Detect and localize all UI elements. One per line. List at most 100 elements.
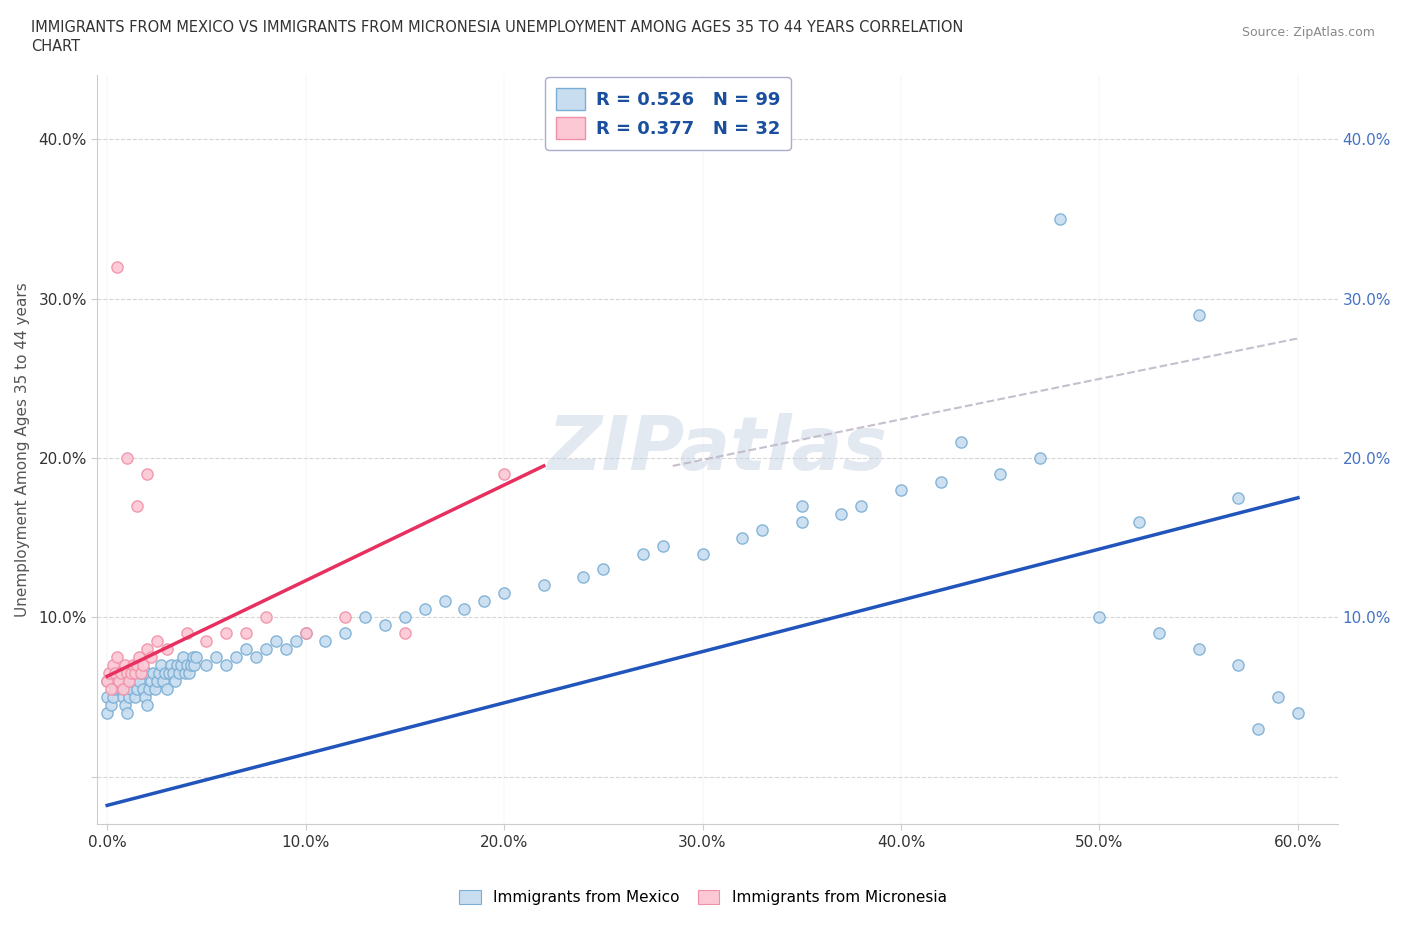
Point: [413, 602, 436, 617]
Point: [104, 666, 127, 681]
Point: [112, 682, 135, 697]
Point: [115, 666, 138, 681]
Point: [494, 586, 516, 601]
Point: [631, 546, 654, 561]
Point: [100, 698, 122, 712]
Point: [181, 650, 204, 665]
Point: [96, 673, 118, 688]
Point: [110, 666, 132, 681]
Point: [149, 658, 172, 672]
Point: [169, 658, 191, 672]
Text: ZIPatlas: ZIPatlas: [547, 414, 887, 486]
Point: [110, 682, 132, 697]
Point: [533, 578, 555, 592]
Point: [135, 698, 157, 712]
Point: [143, 682, 166, 697]
Point: [125, 658, 148, 672]
Point: [494, 467, 516, 482]
Point: [1049, 211, 1071, 226]
Point: [108, 666, 131, 681]
Point: [135, 467, 157, 482]
Point: [235, 626, 257, 641]
Point: [592, 562, 614, 577]
Point: [134, 689, 156, 704]
Point: [115, 682, 138, 697]
Point: [132, 682, 155, 697]
Point: [156, 682, 179, 697]
Point: [186, 650, 208, 665]
Point: [132, 658, 155, 672]
Point: [335, 626, 357, 641]
Point: [159, 658, 181, 672]
Point: [163, 673, 186, 688]
Point: [114, 658, 136, 672]
Point: [122, 673, 145, 688]
Point: [157, 666, 180, 681]
Point: [1188, 307, 1211, 322]
Point: [195, 658, 218, 672]
Point: [245, 650, 267, 665]
Point: [294, 626, 316, 641]
Point: [105, 650, 128, 665]
Point: [235, 642, 257, 657]
Point: [215, 658, 238, 672]
Point: [851, 498, 873, 513]
Point: [830, 506, 852, 521]
Point: [122, 658, 145, 672]
Point: [139, 673, 162, 688]
Point: [101, 658, 124, 672]
Point: [128, 673, 150, 688]
Point: [124, 689, 146, 704]
Point: [731, 530, 754, 545]
Point: [195, 633, 218, 648]
Legend: Immigrants from Mexico, Immigrants from Micronesia: Immigrants from Mexico, Immigrants from …: [453, 884, 953, 911]
Point: [156, 642, 179, 657]
Point: [96, 673, 118, 688]
Point: [108, 673, 131, 688]
Point: [1029, 450, 1052, 465]
Point: [180, 658, 202, 672]
Point: [394, 610, 416, 625]
Point: [125, 498, 148, 513]
Point: [1247, 722, 1270, 737]
Point: [176, 658, 198, 672]
Point: [274, 642, 297, 657]
Point: [294, 626, 316, 641]
Point: [205, 650, 228, 665]
Point: [115, 666, 138, 681]
Point: [988, 467, 1011, 482]
Point: [139, 650, 162, 665]
Point: [105, 259, 128, 274]
Point: [790, 514, 813, 529]
Point: [120, 666, 142, 681]
Point: [104, 682, 127, 697]
Point: [112, 689, 135, 704]
Point: [1188, 642, 1211, 657]
Point: [284, 633, 307, 648]
Point: [118, 689, 141, 704]
Point: [354, 610, 377, 625]
Point: [142, 666, 165, 681]
Point: [1128, 514, 1150, 529]
Point: [115, 706, 138, 721]
Point: [225, 650, 247, 665]
Point: [394, 626, 416, 641]
Point: [314, 633, 336, 648]
Point: [96, 706, 118, 721]
Point: [1267, 689, 1289, 704]
Point: [790, 498, 813, 513]
Point: [1227, 490, 1250, 505]
Y-axis label: Unemployment Among Ages 35 to 44 years: Unemployment Among Ages 35 to 44 years: [15, 283, 30, 618]
Point: [138, 682, 160, 697]
Point: [254, 610, 277, 625]
Point: [129, 666, 152, 681]
Point: [135, 666, 157, 681]
Point: [118, 673, 141, 688]
Point: [120, 682, 142, 697]
Point: [949, 434, 972, 449]
Point: [173, 666, 195, 681]
Text: CHART: CHART: [31, 39, 80, 54]
Point: [335, 610, 357, 625]
Point: [453, 602, 475, 617]
Point: [215, 626, 238, 641]
